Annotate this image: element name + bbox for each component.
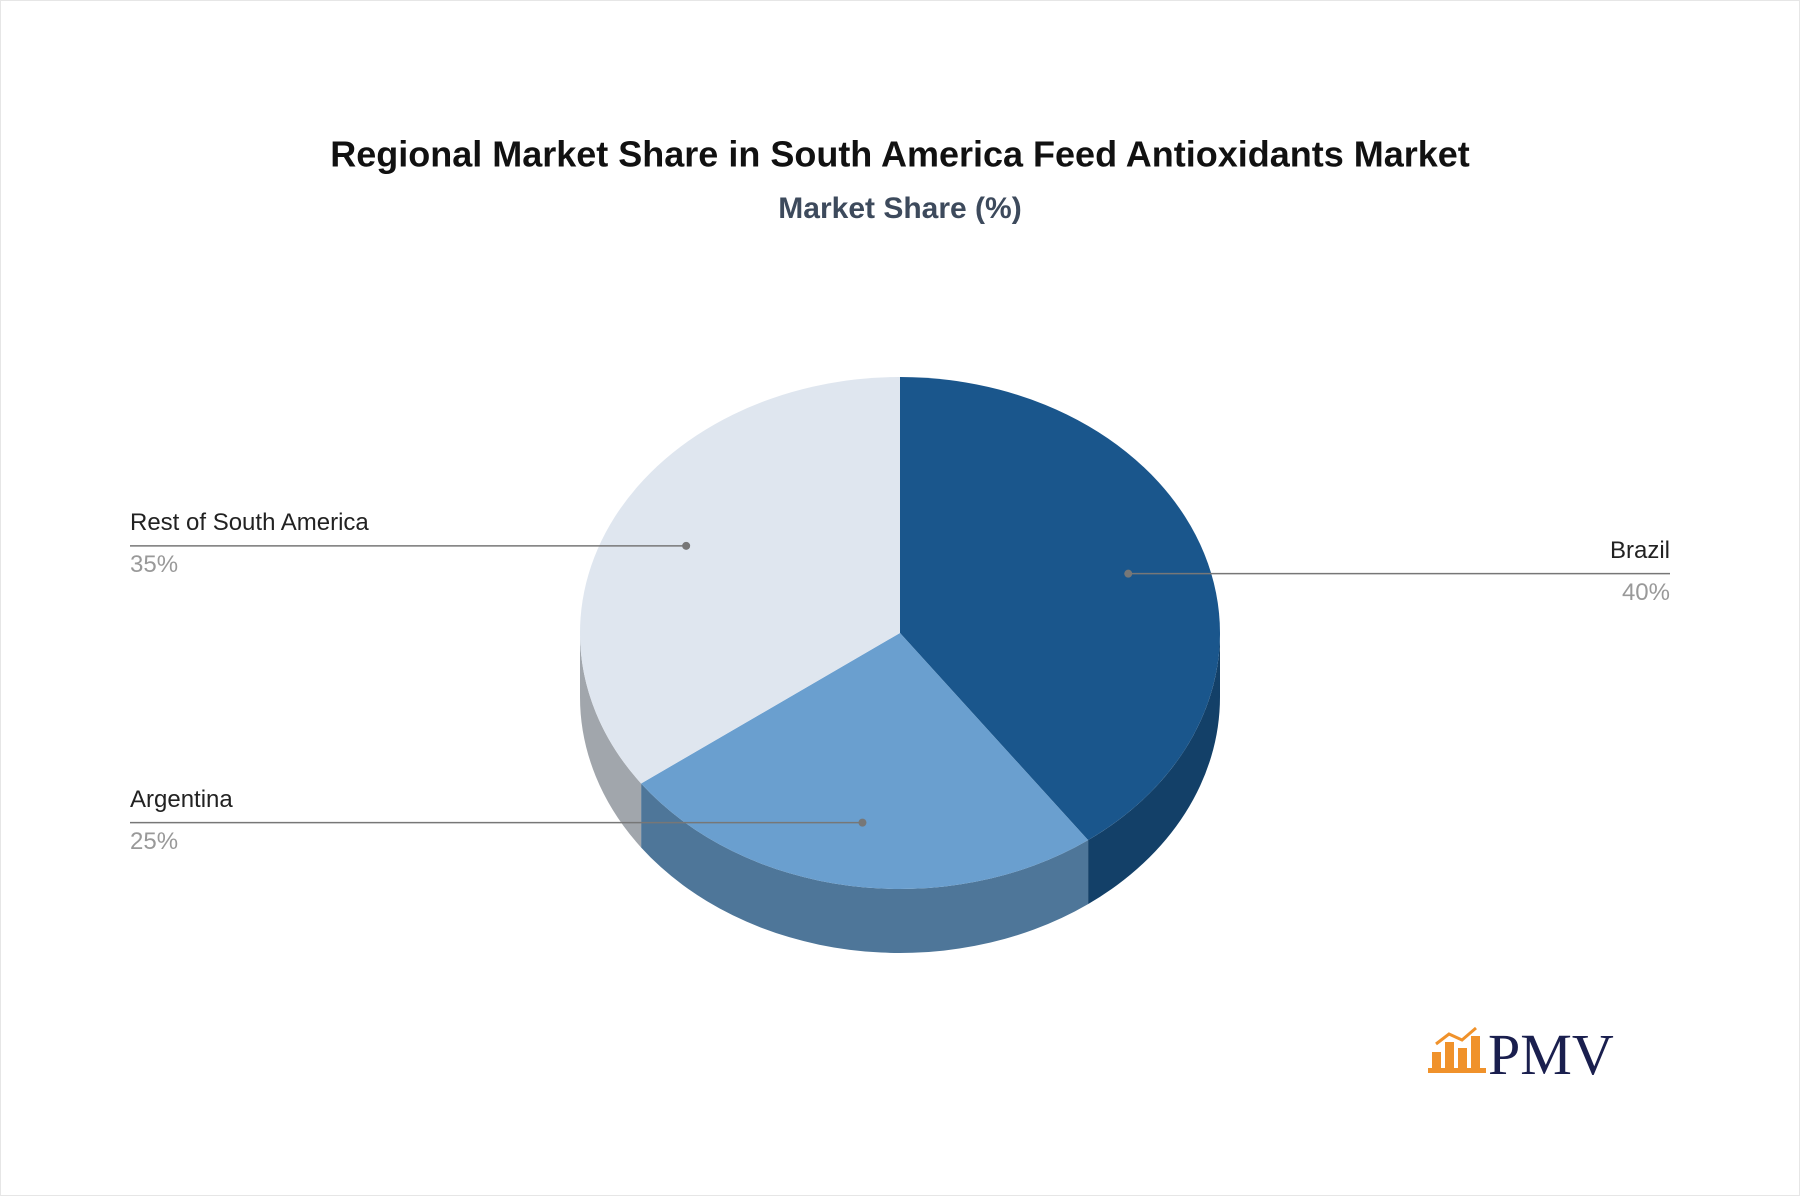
pie-side: [580, 633, 642, 848]
leader-dot: [1124, 569, 1133, 578]
pie-slice: [900, 377, 1221, 841]
logo: PMV: [1428, 1022, 1614, 1087]
logo-icon: [1428, 1068, 1486, 1073]
slice-label: Brazil: [1610, 537, 1670, 564]
slice-value-label: 40%: [1622, 579, 1670, 606]
pie-slice: [580, 377, 900, 784]
pie-slice: [641, 633, 1089, 889]
logo-icon: [1471, 1036, 1480, 1068]
logo-text: PMV: [1488, 1022, 1614, 1087]
pie-side: [1088, 633, 1220, 905]
logo-icon: [1435, 1026, 1477, 1046]
pie-side: [641, 783, 1089, 953]
slice-value-label: 25%: [130, 828, 178, 855]
slice-label: Rest of South America: [130, 509, 369, 536]
chart-subtitle: Market Share (%): [778, 192, 1021, 225]
slice-label: Argentina: [130, 786, 233, 813]
logo-icon: [1445, 1042, 1454, 1068]
logo-icon: [1432, 1052, 1441, 1068]
slice-value-label: 35%: [130, 551, 178, 578]
logo-icon: [1458, 1048, 1467, 1068]
leader-dot: [682, 541, 691, 550]
chart-title: Regional Market Share in South America F…: [330, 134, 1470, 175]
leader-dot: [858, 818, 867, 827]
